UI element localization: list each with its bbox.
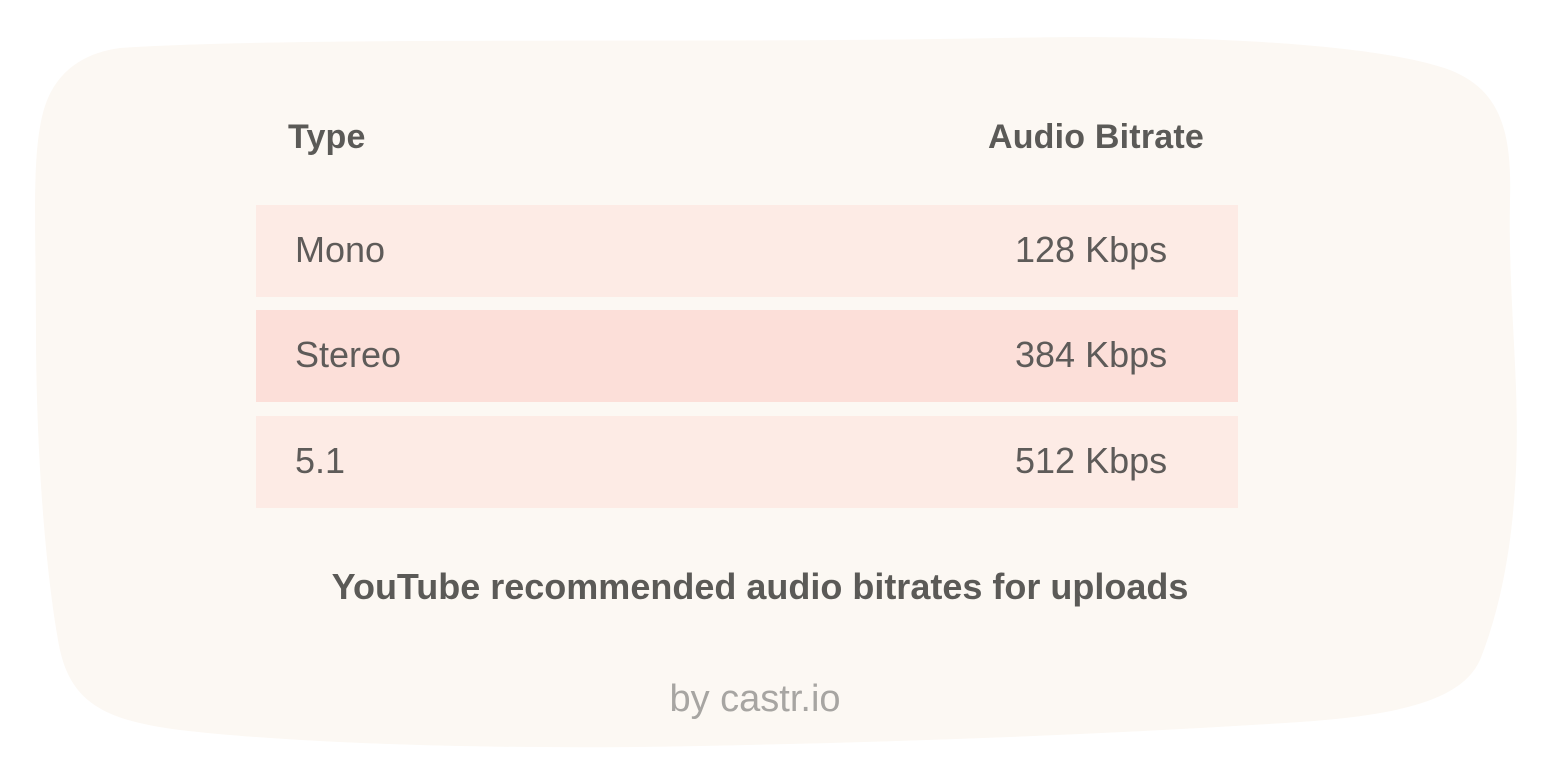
column-header-type: Type	[288, 118, 366, 156]
table-row: Stereo 384 Kbps	[256, 310, 1238, 402]
table-row: Mono 128 Kbps	[256, 205, 1238, 297]
cell-audio-bitrate: 512 Kbps	[1015, 440, 1168, 481]
table-header: Type Audio Bitrate	[256, 100, 1238, 180]
cell-audio-bitrate: 384 Kbps	[1015, 334, 1168, 375]
cell-type: Mono	[295, 229, 386, 270]
column-header-audio-bitrate: Audio Bitrate	[987, 118, 1204, 156]
cell-type: Stereo	[295, 334, 402, 375]
cell-audio-bitrate: 128 Kbps	[1015, 229, 1168, 270]
cell-type: 5.1	[295, 440, 346, 481]
table-row: 5.1 512 Kbps	[256, 416, 1238, 508]
table-caption: YouTube recommended audio bitrates for u…	[331, 566, 1189, 607]
bitrate-table: Type Audio Bitrate Mono 128 Kbps Stereo …	[256, 100, 1238, 508]
credit-text: by castr.io	[669, 678, 841, 720]
